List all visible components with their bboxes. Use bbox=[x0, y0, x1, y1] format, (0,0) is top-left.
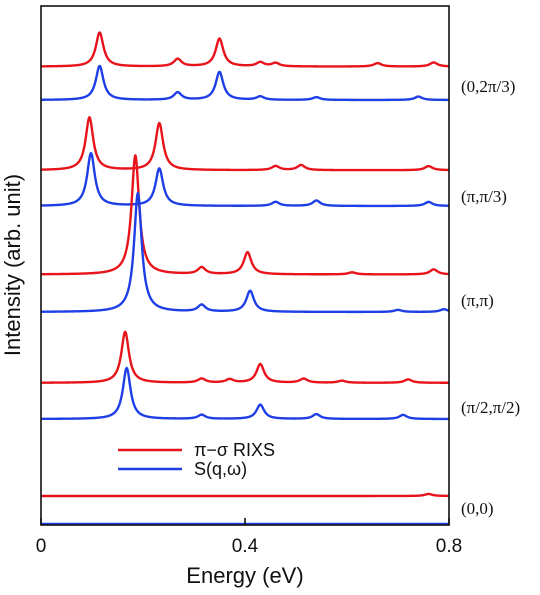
x-tick-label-2: 0.8 bbox=[436, 536, 462, 557]
series-rixs-0 bbox=[40, 31, 450, 68]
q-label-4: (0,0) bbox=[461, 499, 494, 518]
spectra-curves bbox=[40, 31, 450, 526]
legend-label-rixs: π−σ RIXS bbox=[194, 440, 275, 460]
series-rixs-4 bbox=[40, 492, 450, 498]
q-label-1: (π,π/3) bbox=[461, 187, 507, 206]
legend-label-s: S(q,ω) bbox=[194, 459, 247, 479]
q-labels: (0,2π/3) (π,π/3) (π,π) (π/2,π/2) (0,0) bbox=[461, 77, 520, 518]
y-axis-label: Intensity (arb. unit) bbox=[0, 174, 25, 356]
series-rixs-3 bbox=[40, 330, 450, 384]
series-s-3 bbox=[40, 366, 450, 421]
series-s-0 bbox=[40, 64, 450, 102]
x-axis-label: Energy (eV) bbox=[186, 563, 303, 588]
series-rixs-2 bbox=[40, 154, 450, 276]
q-label-2: (π,π) bbox=[461, 291, 494, 310]
x-ticks: 0 0.4 0.8 bbox=[36, 518, 462, 557]
q-label-0: (0,2π/3) bbox=[461, 77, 515, 96]
series-rixs-1 bbox=[40, 116, 450, 172]
series-s-2 bbox=[40, 191, 450, 314]
q-label-3: (π/2,π/2) bbox=[461, 398, 520, 417]
x-tick-label-0: 0 bbox=[36, 536, 47, 557]
x-tick-label-1: 0.4 bbox=[232, 536, 259, 557]
series-s-1 bbox=[40, 151, 450, 208]
